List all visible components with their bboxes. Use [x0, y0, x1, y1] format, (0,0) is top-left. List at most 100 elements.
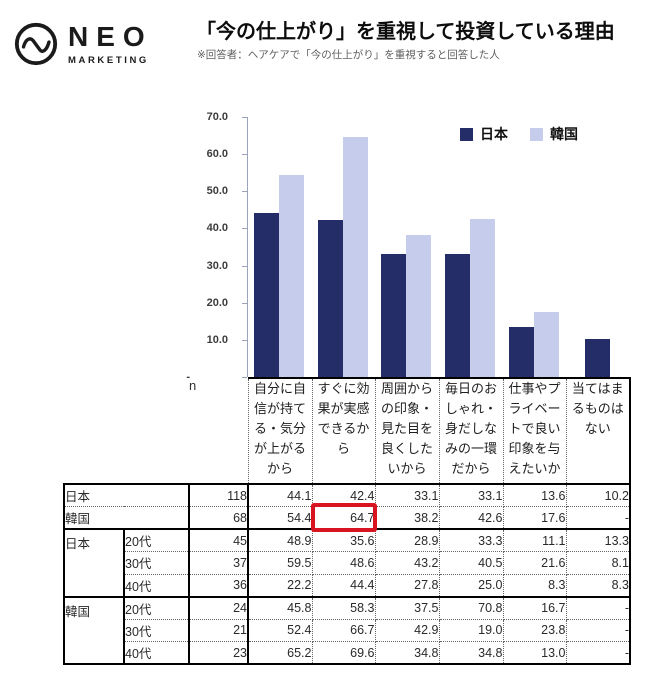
y-tick-label: - [186, 371, 190, 383]
data-value-cell: 69.6 [312, 641, 376, 665]
data-value-cell: 28.9 [375, 529, 440, 552]
data-value-cell: 34.8 [439, 641, 504, 665]
data-value-cell: 19.0 [439, 619, 504, 642]
data-value-cell: 43.2 [375, 551, 440, 575]
bar-group [502, 117, 566, 377]
data-value-cell: - [566, 619, 631, 642]
data-value-cell: 48.6 [312, 551, 376, 575]
data-value-cell: 48.9 [248, 529, 313, 552]
header-category-cell: すぐに効果が実感できるから [311, 377, 375, 485]
data-value-cell: 33.1 [375, 483, 440, 507]
legend-swatch-korea [530, 127, 543, 141]
header-category-cell: 仕事やプライベートで良い印象を与えたいか [502, 377, 566, 485]
bar-韓国 [406, 235, 432, 377]
logo-name: NEO [68, 20, 153, 52]
legend-item-korea: 韓国 [530, 124, 578, 144]
data-value-cell: 16.7 [503, 596, 567, 620]
y-tick-mark [242, 117, 247, 118]
data-value-cell: 13.3 [566, 529, 631, 552]
data-value-cell: 8.3 [566, 574, 631, 598]
logo-sub: MARKETING [68, 54, 149, 66]
data-value-cell: 64.7 [310, 503, 377, 532]
n-value-cell: 36 [189, 574, 249, 598]
pulse-circle-icon [14, 22, 58, 66]
data-value-cell: - [566, 641, 631, 665]
n-value-cell: 45 [189, 529, 249, 552]
y-tick-mark [242, 265, 247, 267]
data-value-cell: 42.4 [312, 483, 376, 507]
data-value-cell: 70.8 [439, 596, 504, 620]
data-value-cell: 44.4 [312, 574, 376, 598]
header-category-cell: 自分に自信が持てる・気分が上がるから [247, 377, 312, 485]
bar-日本 [508, 326, 534, 377]
data-value-cell: 13.6 [503, 483, 567, 507]
data-value-cell: 35.6 [312, 529, 376, 552]
data-value-cell: 66.7 [312, 619, 376, 642]
y-tick-label: 10.0 [206, 333, 228, 346]
header-n-cell: n [189, 378, 197, 393]
age-label-cell: 40代 [124, 574, 190, 598]
table-row: 40代 23 65.2 69.6 34.8 34.8 13.0- [64, 641, 631, 665]
data-value-cell: 37.5 [375, 596, 440, 620]
bar-日本 [381, 254, 407, 377]
data-value-cell: 22.2 [248, 574, 313, 598]
data-value-cell: 38.2 [375, 506, 440, 530]
row-label-cell: 日本 [63, 483, 190, 507]
age-label-cell: 20代 [124, 529, 190, 552]
table-row: 韓国 20代 24 45.8 58.3 37.5 70.8 16.7- [63, 596, 631, 665]
data-value-cell: 10.2 [566, 483, 631, 507]
header-category-cell: 毎日のおしゃれ・身だしなみの一環だから [438, 377, 503, 485]
y-tick-mark [242, 228, 247, 230]
legend-swatch-japan [460, 127, 473, 141]
legend-item-japan: 日本 [460, 124, 508, 144]
data-value-cell: 45.8 [248, 596, 313, 620]
table-row: 40代 36 22.2 44.4 27.8 25.0 8.3 8.3 [64, 574, 631, 598]
data-value-cell: 42.9 [375, 619, 440, 642]
n-value-cell: 68 [189, 506, 249, 530]
n-value-cell: 23 [189, 641, 249, 665]
group-label-cell: 日本 [63, 529, 125, 598]
header-category-cell: 当てはまるものはない [565, 377, 631, 485]
n-value-cell: 37 [189, 551, 249, 575]
page-subtitle: ※回答者：ヘアケアで「今の仕上がり」を重視すると回答した人 [197, 49, 500, 61]
y-tick-mark [242, 339, 247, 341]
legend-label-korea: 韓国 [550, 126, 578, 142]
data-value-cell: 58.3 [312, 596, 376, 620]
data-value-cell: 33.1 [439, 483, 504, 507]
legend-label-japan: 日本 [480, 126, 508, 142]
table-row: 30代 21 52.4 66.7 42.9 19.0 23.8- [64, 619, 631, 642]
highlight-box [310, 503, 377, 532]
bar-日本 [584, 339, 610, 377]
table-row: 韓国 68 54.4 64.7 38.2 42.6 17.6- [63, 503, 631, 532]
data-value-cell: 27.8 [375, 574, 440, 598]
table-row: 日本 20代 45 48.9 35.6 28.9 33.3 11.1 13.3 [63, 529, 631, 598]
age-label-cell: 30代 [124, 619, 190, 642]
table-row: 日本 118 44.1 42.4 33.1 33.1 13.6 10.2 [63, 483, 631, 507]
data-value-cell: - [566, 596, 631, 620]
y-tick-mark [242, 302, 247, 304]
data-table: n 自分に自信が持てる・気分が上がるから すぐに効果が実感できるから 周囲からの印象・… [63, 377, 631, 665]
bar-group [311, 117, 375, 377]
y-tick-label: 50.0 [206, 185, 228, 198]
page-title: 「今の仕上がり」を重視して投資している理由 [196, 21, 615, 43]
bar-group [438, 117, 502, 377]
bar-group [374, 117, 438, 377]
y-tick-mark [242, 154, 247, 156]
bar-韓国 [342, 136, 368, 377]
header-category-cell: 周囲からの印象・見た目を良くしたいから [374, 377, 439, 485]
y-axis-line [247, 117, 248, 377]
table-header-row: n 自分に自信が持てる・気分が上がるから すぐに効果が実感できるから 周囲からの印象・… [64, 377, 631, 485]
chart-legend: 日本 韓国 [460, 124, 578, 144]
age-label-cell: 20代 [124, 596, 190, 620]
y-tick-label: 70.0 [206, 111, 228, 123]
bar-韓国 [533, 311, 559, 377]
y-tick-mark [242, 191, 247, 193]
bar-日本 [253, 213, 279, 377]
age-label-cell: 40代 [124, 641, 190, 665]
data-value-cell: 13.0 [503, 641, 567, 665]
data-value-cell: 52.4 [248, 619, 313, 642]
data-value-cell: 59.5 [248, 551, 313, 575]
data-value-cell: 8.3 [503, 574, 567, 598]
plot-area [247, 117, 629, 377]
